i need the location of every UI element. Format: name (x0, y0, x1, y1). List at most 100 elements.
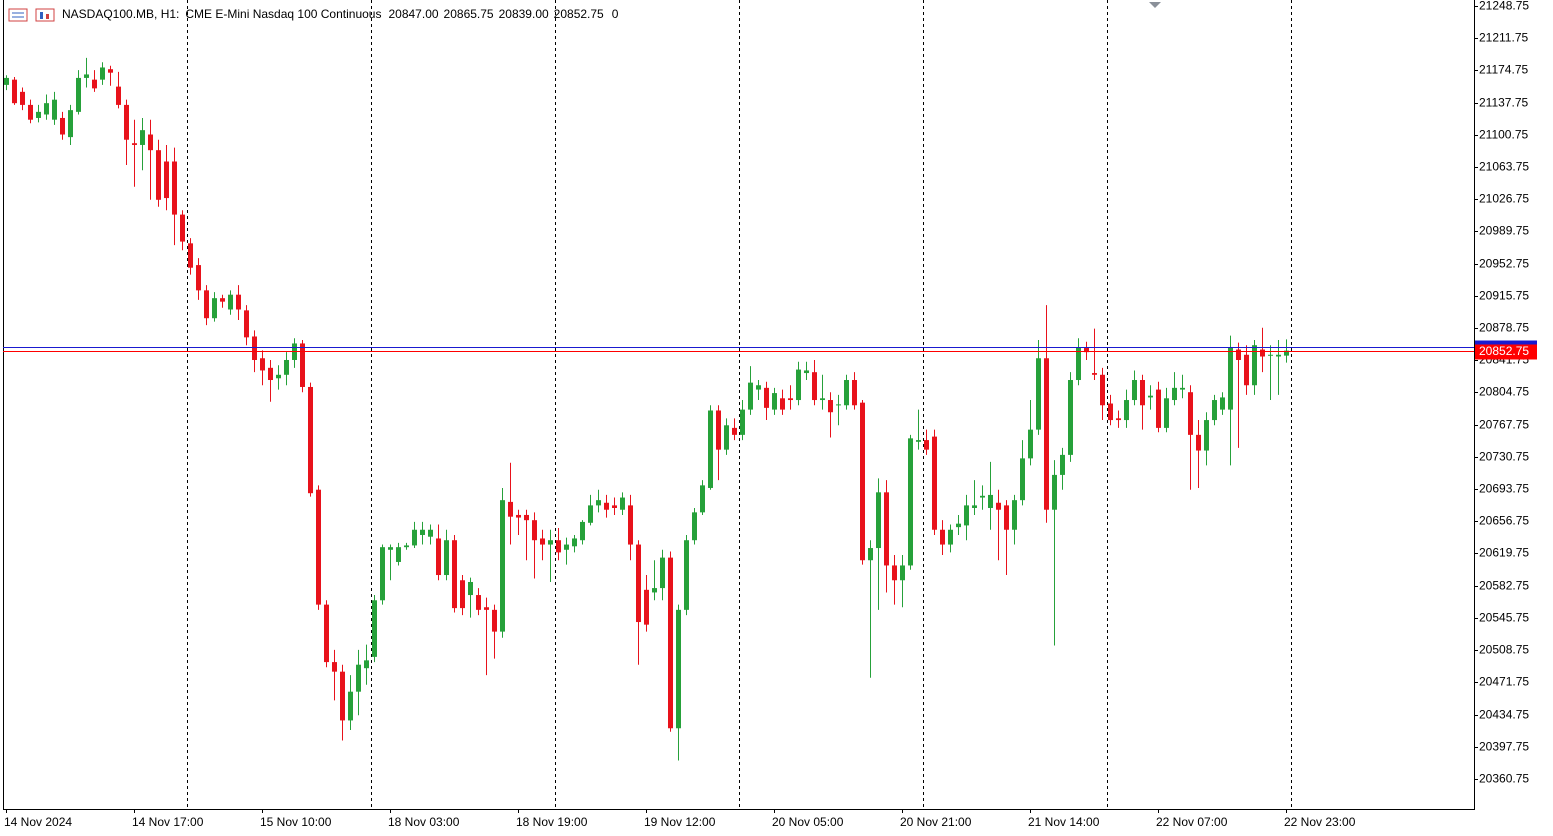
candle-body (540, 538, 545, 545)
candle-body (908, 438, 913, 566)
candle-body (1284, 350, 1289, 356)
candle-body (412, 529, 417, 546)
candle-body (1196, 434, 1201, 451)
y-tick-label: 20582.75 (1479, 579, 1529, 593)
candle-body (348, 691, 353, 721)
x-tick-label: 20 Nov 21:00 (900, 815, 972, 829)
low-label: 20839.00 (499, 7, 549, 21)
candle-body (828, 400, 833, 413)
candle-body (244, 310, 249, 338)
y-tick-label: 20915.75 (1479, 289, 1529, 303)
candle-body (364, 660, 369, 669)
candle-body (716, 410, 721, 450)
candle-body (1260, 349, 1265, 357)
candle-body (108, 69, 113, 73)
candle-body (356, 664, 361, 692)
candle-body (1028, 429, 1033, 459)
candle-body (1132, 380, 1137, 401)
candle-body (796, 369, 801, 401)
candle-body (780, 398, 785, 410)
candle-body (1076, 347, 1081, 381)
y-tick-label: 21063.75 (1479, 160, 1529, 174)
candle-body (284, 359, 289, 375)
candle-body (372, 600, 377, 657)
candle-body (852, 380, 857, 406)
candle-body (1180, 387, 1185, 390)
candle-body (804, 370, 809, 374)
y-tick-label: 20878.75 (1479, 321, 1529, 335)
x-tick-label: 14 Nov 2024 (4, 815, 72, 829)
candle-body (324, 604, 329, 663)
candle-body (60, 117, 65, 135)
candle-body (76, 77, 81, 112)
y-tick-label: 20619.75 (1479, 546, 1529, 560)
candle-body (172, 161, 177, 215)
candles (4, 57, 1289, 761)
y-tick-label: 20804.75 (1479, 385, 1529, 399)
x-tick-label: 18 Nov 19:00 (516, 815, 588, 829)
candle-body (620, 497, 625, 510)
x-tick-label: 20 Nov 05:00 (772, 815, 844, 829)
candle-body (20, 91, 25, 105)
candle-body (660, 557, 665, 589)
candle-body (1052, 474, 1057, 510)
y-tick-label: 20545.75 (1479, 611, 1529, 625)
candle-body (4, 77, 9, 85)
candle-body (1156, 389, 1161, 428)
x-tick-label: 14 Nov 17:00 (132, 815, 204, 829)
candle-body (604, 502, 609, 510)
candle-body (572, 538, 577, 547)
candle-body (516, 514, 521, 518)
candle-body (876, 492, 881, 549)
candle-body (140, 130, 145, 145)
y-tick-label: 21100.75 (1479, 128, 1528, 142)
x-tick-label: 15 Nov 10:00 (260, 815, 332, 829)
candle-body (204, 290, 209, 319)
candle-body (500, 500, 505, 632)
bid-label-box (1475, 344, 1537, 360)
y-tick-label: 20471.75 (1479, 675, 1529, 689)
candle-body (1116, 418, 1121, 421)
candle-body (892, 565, 897, 581)
candle-body (668, 557, 673, 729)
candle-body (1228, 347, 1233, 410)
candle-body (1220, 397, 1225, 410)
x-tick-label: 18 Nov 03:00 (388, 815, 460, 829)
candle-body (332, 662, 337, 672)
candle-body (228, 294, 233, 310)
candle-body (1164, 398, 1169, 428)
candle-body (676, 609, 681, 729)
candle-body (1140, 380, 1145, 406)
candle-body (1188, 392, 1193, 435)
volume-label: 0 (612, 7, 619, 21)
y-tick-label: 20397.75 (1479, 740, 1529, 754)
candle-body (220, 298, 225, 302)
icon-chart[interactable] (35, 8, 55, 22)
candle-body (916, 440, 921, 442)
candle-body (156, 150, 161, 200)
candle-body (428, 529, 433, 537)
icon-list[interactable] (8, 8, 28, 22)
candle-body (1084, 347, 1089, 353)
candle-body (564, 544, 569, 550)
candle-body (1004, 505, 1009, 530)
open-label: 20847.00 (388, 7, 438, 21)
candle-body (508, 501, 513, 517)
candle-body (964, 505, 969, 526)
candle-body (868, 548, 873, 561)
candle-body (556, 540, 561, 553)
candle-body (92, 79, 97, 89)
shift-marker[interactable] (1149, 2, 1161, 8)
y-tick-label: 20767.75 (1479, 418, 1529, 432)
x-tick-label: 22 Nov 07:00 (1156, 815, 1228, 829)
candle-body (212, 298, 217, 319)
candle-body (844, 380, 849, 406)
candle-body (948, 529, 953, 545)
candle-body (1276, 354, 1281, 357)
candle-body (708, 410, 713, 488)
candle-body (1148, 395, 1153, 398)
candle-body (436, 538, 441, 576)
candle-body (1204, 420, 1209, 451)
candle-body (684, 540, 689, 610)
candle-body (756, 385, 761, 390)
